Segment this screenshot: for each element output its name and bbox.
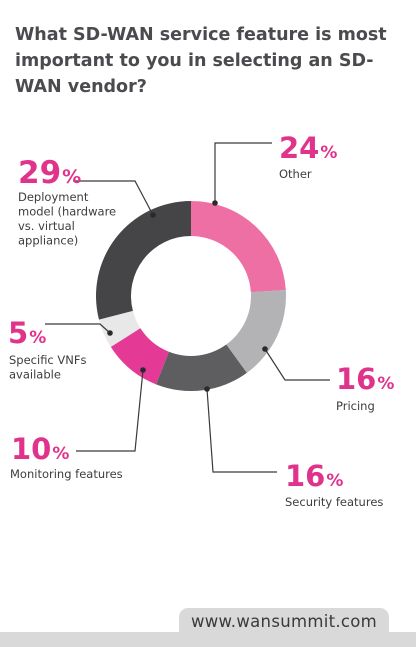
category-label-deployment-model-hardware-vs-virtual-appliance: Deployment model (hardware vs. virtual appl… <box>18 190 116 248</box>
donut-chart: 24% Other 16% Pricing 16% Security features 10… <box>8 131 394 509</box>
pct-label-pricing: 16% <box>336 362 394 396</box>
pct-label-other: 24% <box>279 131 337 165</box>
slice-monitoring-features <box>110 328 169 385</box>
leader-dot-specific-vnfs-available <box>107 330 113 336</box>
category-label-other: Other <box>279 167 312 181</box>
slice-labels: 24% Other 16% Pricing 16% Security features 10… <box>8 131 394 509</box>
leader-dot-monitoring-features <box>140 367 146 373</box>
leader-line-monitoring-features <box>76 369 144 452</box>
footer-url[interactable]: www.wansummit.com <box>190 612 378 631</box>
chart-title: What SD-WAN service feature is most impo… <box>15 25 387 97</box>
leader-dot-pricing <box>262 346 268 352</box>
category-label-monitoring-features: Monitoring features <box>10 467 123 481</box>
leader-line-deployment-model-hardware-vs-virtual-appliance <box>73 180 154 216</box>
leader-line-other <box>214 142 272 203</box>
pct-label-deployment-model-hardware-vs-virtual-appliance: 29% <box>18 155 81 191</box>
slice-specific-vnfs-available <box>98 310 141 347</box>
pct-label-monitoring-features: 10% <box>11 432 69 466</box>
footer-bar <box>0 632 416 647</box>
category-label-security-features: Security features <box>285 495 383 509</box>
category-label-specific-vnfs-available: Specific VNFs available <box>9 353 87 382</box>
slice-deployment-model-hardware-vs-virtual-appliance <box>96 201 191 320</box>
pct-label-specific-vnfs-available: 5% <box>8 316 46 350</box>
leader-dot-deployment-model-hardware-vs-virtual-appliance <box>150 212 156 218</box>
category-label-pricing: Pricing <box>336 399 375 413</box>
slice-pricing <box>226 290 286 373</box>
leader-line-pricing <box>264 348 330 381</box>
leader-line-security-features <box>206 388 277 473</box>
pct-label-security-features: 16% <box>285 459 343 493</box>
leader-dot-other <box>212 200 218 206</box>
leader-line-specific-vnfs-available <box>45 323 111 334</box>
leader-dot-security-features <box>204 386 210 392</box>
slice-security-features <box>156 344 247 392</box>
donut-slices <box>96 201 286 392</box>
leader-lines <box>45 142 330 473</box>
slice-other <box>191 201 286 293</box>
